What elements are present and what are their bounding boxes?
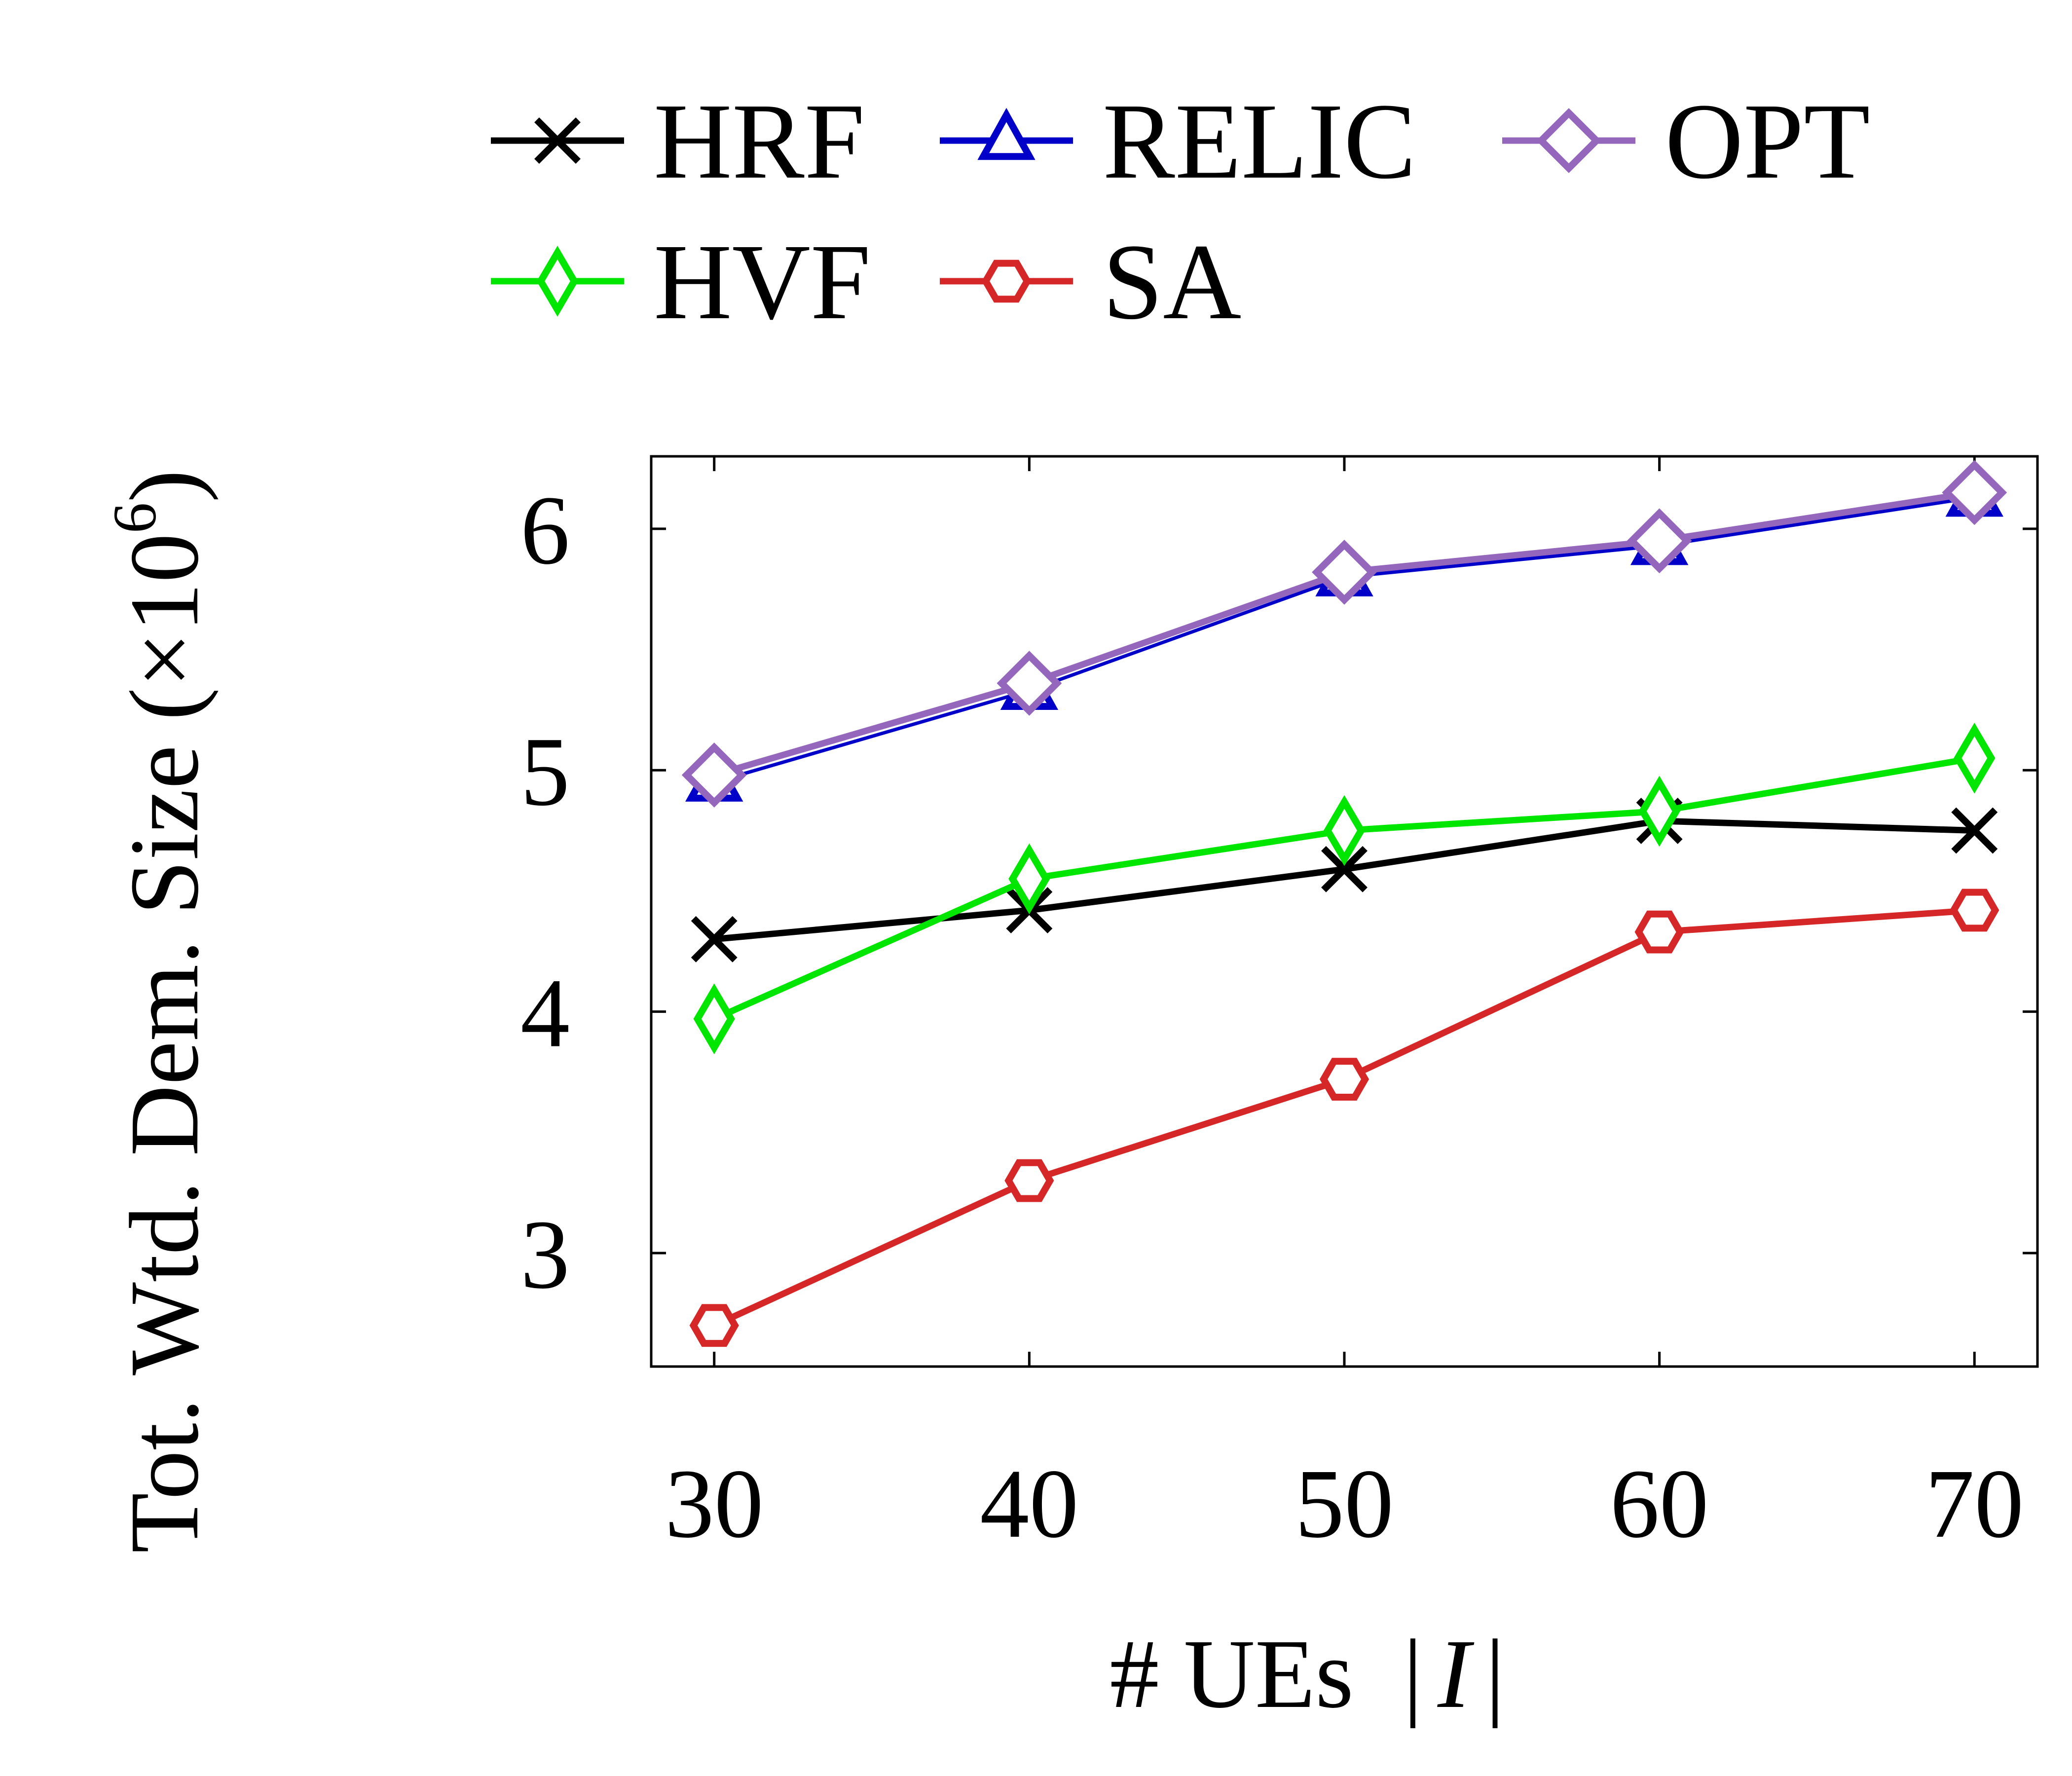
legend-marker-hrf [534,117,581,164]
series-sa [689,888,1999,1347]
legend-marker-hvf [536,246,579,317]
x-tick-label: 50 [1295,1449,1394,1558]
data-point-sa [1634,910,1684,954]
plot-area: 30 40 50 60 70 3 4 5 6 [520,455,2039,1558]
data-point-hrf [691,916,738,962]
y-tick-label: 5 [520,717,570,826]
series-opt [681,460,2007,808]
x-axis-label-bar-left: | [1403,1620,1423,1729]
y-axis-label-exponent: 6 [101,503,169,534]
data-point-opt [1627,508,1692,574]
data-point-opt [1312,540,1377,605]
series-line-sa [713,907,1975,1329]
data-point-hrf [1951,807,1998,854]
svg-text:Tot. Wtd. Dem. Size (×106): Tot. Wtd. Dem. Size (×106) [101,470,219,1553]
svg-text:# UEs |I|: # UEs | I | [1110,1620,1505,1729]
data-point-sa [1319,1058,1369,1101]
y-tick-label: 6 [520,476,570,585]
data-point-opt [997,651,1062,716]
y-tick-label: 3 [520,1200,570,1309]
x-axis-label-variable: I [1437,1620,1475,1729]
legend-marker-relic [977,108,1036,160]
data-point-sa [689,1304,739,1347]
legend-item-hvf: HVF [491,222,871,342]
legend-label-sa: SA [1103,222,1241,342]
data-point-hvf [1954,722,1996,794]
legend-marker-sa [981,259,1032,303]
data-point-opt [681,742,747,808]
data-point-sa [1004,1159,1054,1202]
legend-item-sa: SA [940,222,1241,342]
x-tick-label: 60 [1610,1449,1709,1558]
data-point-hrf [1321,846,1368,892]
legend-item-opt: OPT [1502,81,1870,201]
legend-label-hrf: HRF [654,81,865,201]
series-line-opt [713,489,1975,778]
legend-label-relic: RELIC [1103,81,1416,201]
x-axis-label-bar-right: | [1485,1620,1505,1729]
data-point-opt [1942,460,2007,525]
legend-item-hrf: HRF [491,81,865,201]
x-axis-label-prefix: # UEs [1110,1620,1403,1729]
x-axis-label: # UEs | I | [1110,1620,1505,1729]
x-tick-label: 30 [665,1449,764,1558]
data-point-sa [1950,888,1999,932]
series-hvf [693,722,1996,1055]
x-tick-label: 40 [980,1449,1078,1558]
data-point-hvf [1323,795,1366,866]
y-axis-label-main: Tot. Wtd. Dem. Size (×10 [110,533,219,1553]
y-axis-label: Tot. Wtd. Dem. Size (×106) [101,470,219,1553]
legend-marker-opt [1536,108,1601,173]
legend-label-opt: OPT [1665,81,1870,201]
data-point-hvf [1638,776,1680,847]
legend-item-relic: RELIC [940,81,1416,201]
legend-label-hvf: HVF [654,222,871,342]
x-tick-label: 70 [1925,1449,2024,1558]
data-point-hvf [1008,843,1050,915]
legend: HRF RELIC OPT HVF SA [491,81,1870,342]
y-axis-label-close: ) [110,470,219,503]
y-tick-label: 4 [520,959,570,1068]
data-point-hvf [693,983,735,1055]
